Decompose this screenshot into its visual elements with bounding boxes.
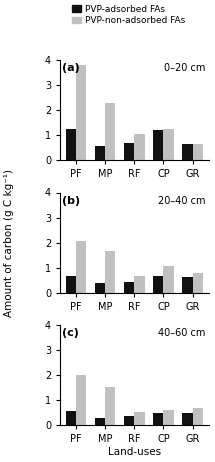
Bar: [163, 266, 174, 292]
Bar: [95, 418, 105, 425]
Bar: [105, 387, 115, 425]
Bar: [95, 146, 105, 160]
Bar: [182, 144, 193, 160]
Bar: [76, 375, 86, 425]
Text: 20–40 cm: 20–40 cm: [158, 195, 206, 206]
Text: (a): (a): [62, 63, 79, 73]
Bar: [124, 416, 134, 425]
Bar: [124, 282, 134, 292]
Text: 40–60 cm: 40–60 cm: [158, 328, 206, 338]
Bar: [163, 409, 174, 425]
Bar: [76, 65, 86, 160]
Bar: [193, 408, 203, 425]
Bar: [153, 130, 163, 160]
Text: (c): (c): [62, 328, 78, 338]
Text: 0–20 cm: 0–20 cm: [164, 63, 206, 73]
Bar: [105, 251, 115, 292]
Bar: [153, 275, 163, 292]
Bar: [124, 143, 134, 160]
Bar: [163, 129, 174, 160]
Text: Amount of carbon (g C kg⁻¹): Amount of carbon (g C kg⁻¹): [4, 169, 14, 316]
Bar: [182, 413, 193, 425]
Legend: PVP-adsorbed FAs, PVP-non-adsorbed FAs: PVP-adsorbed FAs, PVP-non-adsorbed FAs: [72, 5, 185, 25]
Bar: [66, 275, 76, 292]
Bar: [193, 144, 203, 160]
Bar: [153, 413, 163, 425]
Bar: [105, 103, 115, 160]
Bar: [66, 411, 76, 425]
Bar: [134, 275, 144, 292]
Bar: [134, 134, 144, 160]
Bar: [182, 277, 193, 292]
Bar: [66, 129, 76, 160]
Bar: [76, 241, 86, 292]
Bar: [95, 283, 105, 292]
X-axis label: Land-uses: Land-uses: [108, 447, 161, 457]
Text: (b): (b): [62, 195, 80, 206]
Bar: [134, 412, 144, 425]
Bar: [193, 273, 203, 292]
